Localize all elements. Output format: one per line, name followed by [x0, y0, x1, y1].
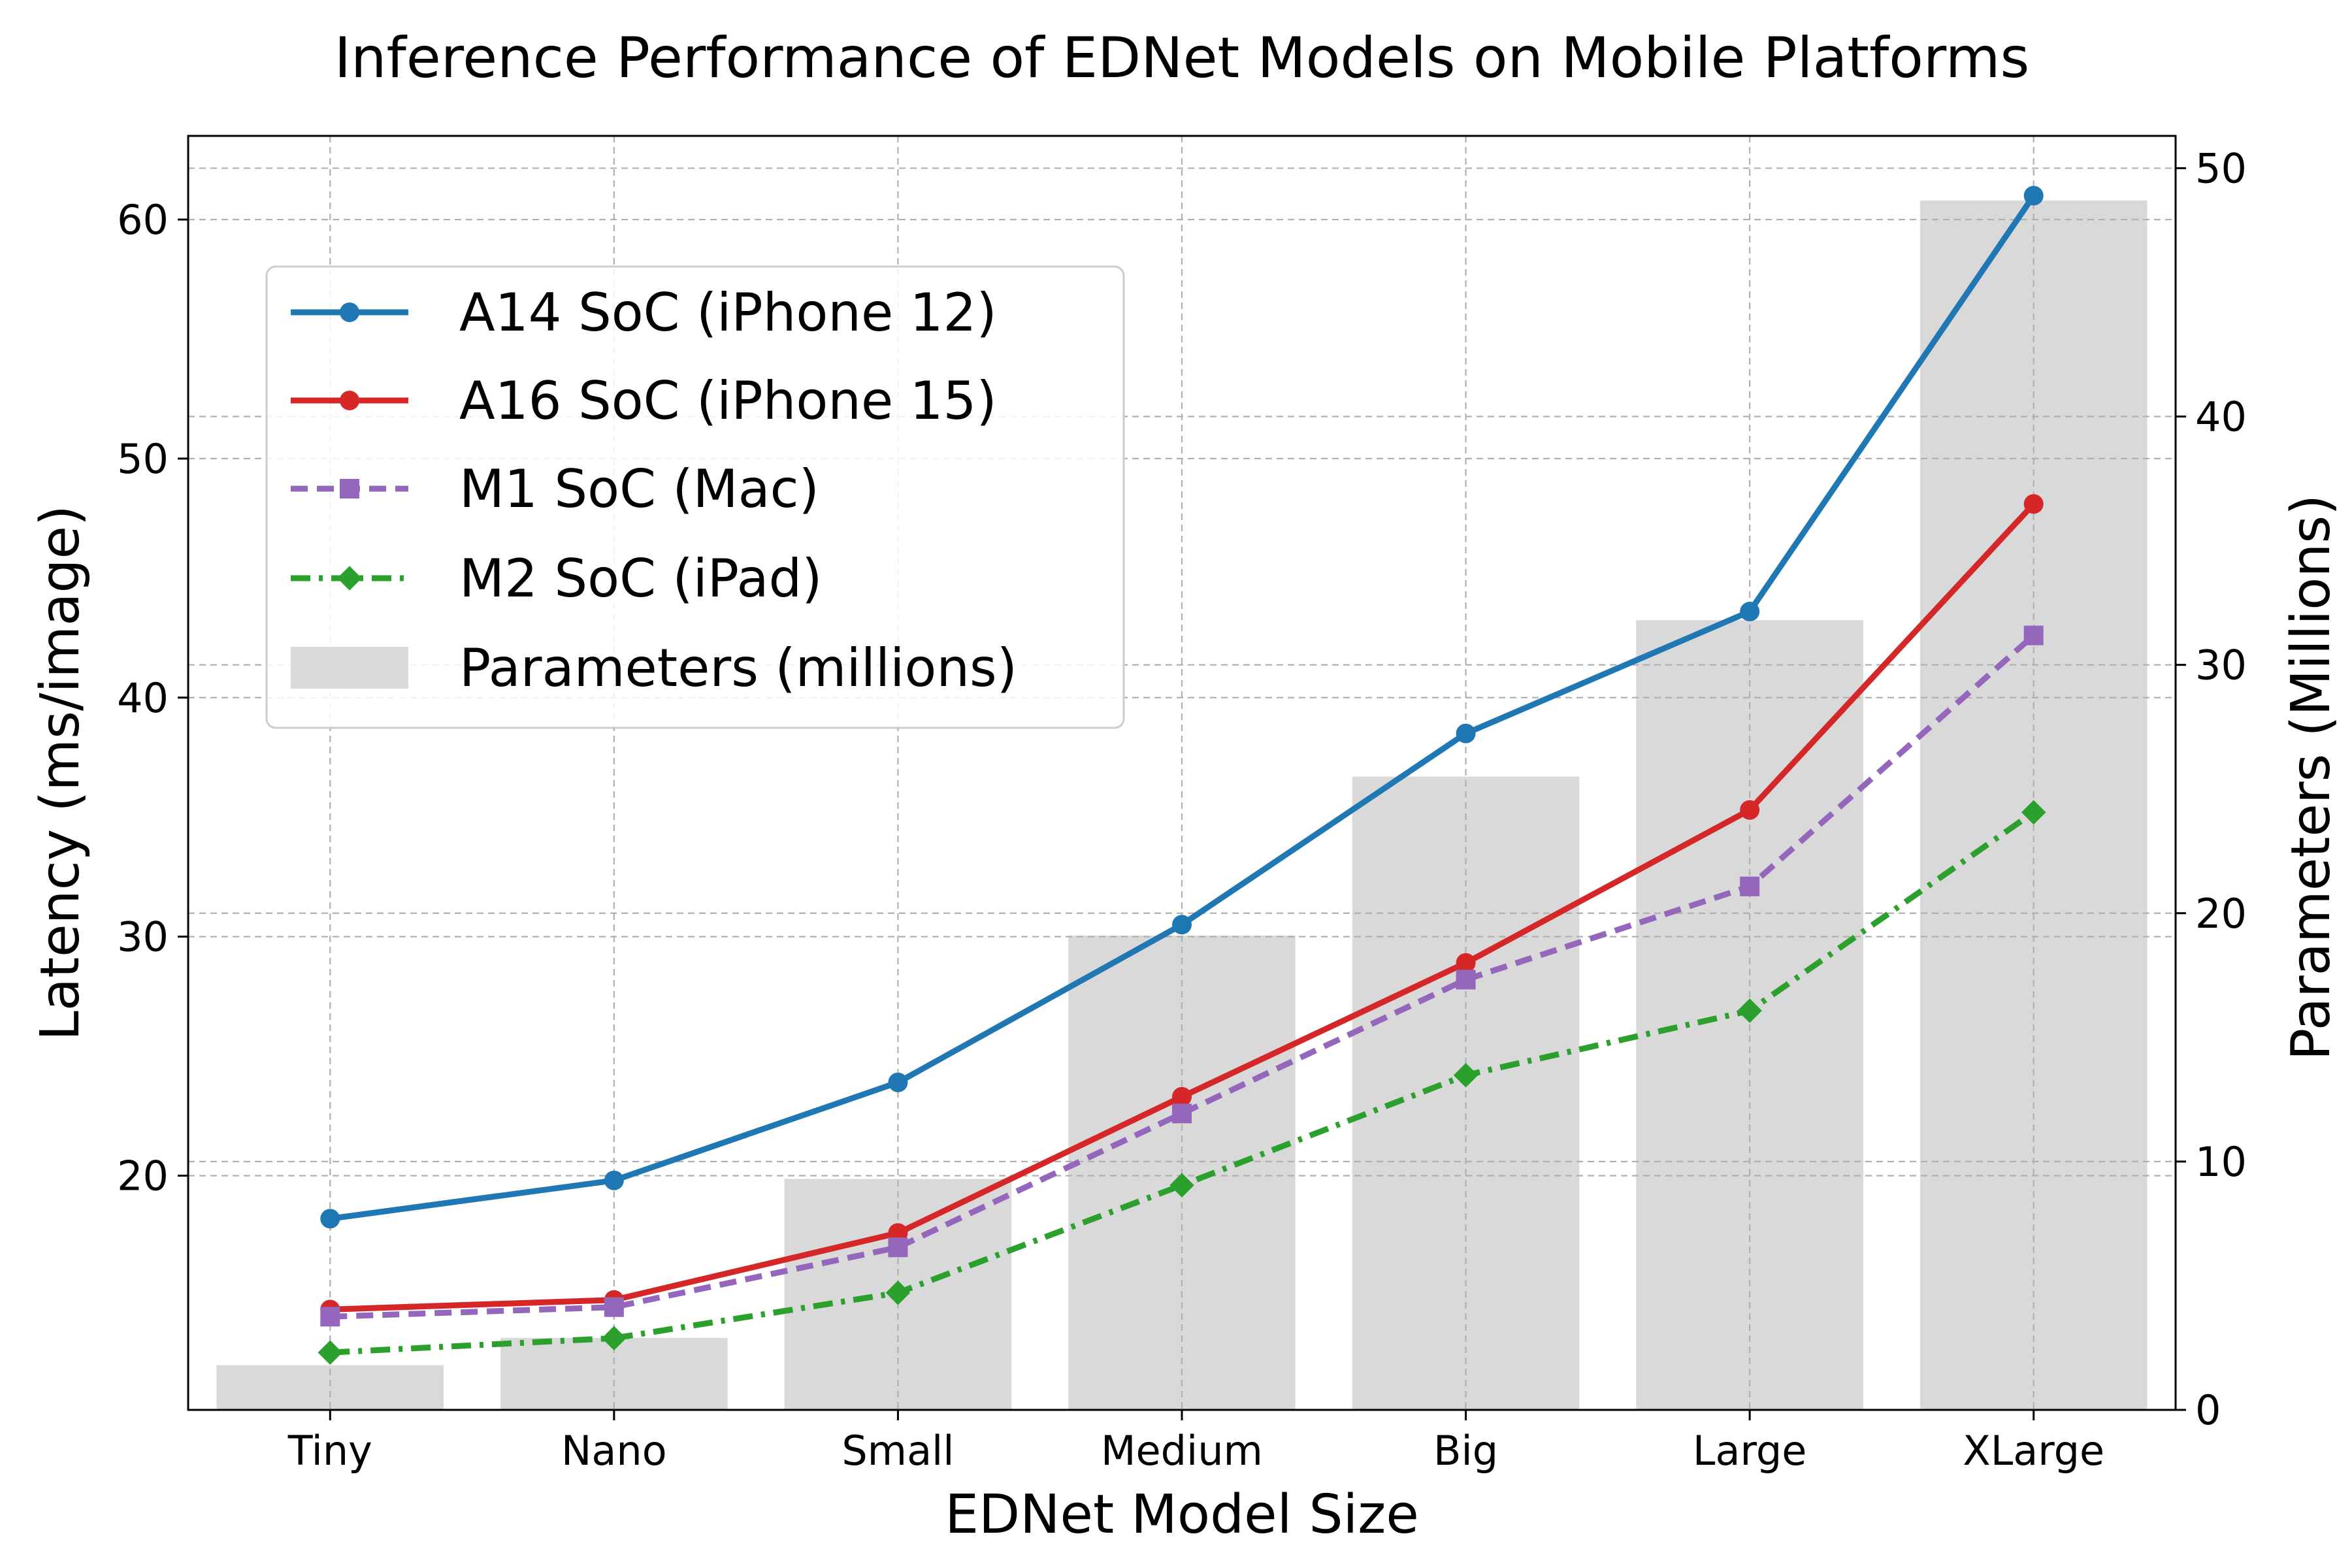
legend-marker-series-4 — [337, 566, 362, 591]
legend-label-series-3: M1 SoC (Mac) — [459, 459, 819, 519]
lines-layer — [318, 186, 2046, 1365]
x-tick-label-tiny: Tiny — [287, 1427, 372, 1475]
x-tick-label-nano: Nano — [561, 1427, 667, 1475]
series-4-point-small — [885, 1280, 911, 1305]
series-1-point-small — [888, 1072, 908, 1092]
x-tick-label-medium: Medium — [1101, 1427, 1263, 1475]
x-tick-label-small: Small — [841, 1427, 954, 1475]
series-1-point-big — [1456, 723, 1476, 743]
y-tick-label-50: 50 — [117, 435, 169, 483]
series-1-point-medium — [1172, 915, 1192, 935]
legend-label-series-4: M2 SoC (iPad) — [459, 548, 822, 609]
series-1-point-large — [1740, 602, 1760, 622]
legend-label-series-1: A14 SoC (iPhone 12) — [459, 282, 997, 343]
series-2-point-xlarge — [2023, 494, 2044, 514]
y2-tick-label-50: 50 — [2195, 144, 2247, 192]
series-1-point-xlarge — [2023, 186, 2044, 206]
series-4-point-big — [1453, 1063, 1478, 1088]
series-2-point-big — [1456, 953, 1476, 973]
series-4-point-tiny — [318, 1340, 343, 1365]
x-axis-label: EDNet Model Size — [945, 1484, 1419, 1546]
legend-label-parameters: Parameters (millions) — [459, 638, 1017, 698]
legend-label-series-2: A16 SoC (iPhone 15) — [459, 370, 997, 431]
series-3-point-small — [888, 1237, 908, 1258]
y-tick-label-40: 40 — [117, 674, 169, 722]
y2-tick-label-20: 20 — [2195, 890, 2247, 938]
legend-marker-series-1 — [340, 302, 359, 322]
y-tick-label-30: 30 — [117, 913, 169, 961]
y-tick-label-60: 60 — [117, 196, 169, 244]
series-3-point-xlarge — [2023, 625, 2044, 645]
x-tick-label-large: Large — [1693, 1427, 1806, 1475]
series-3-point-medium — [1172, 1103, 1192, 1124]
chart-title: Inference Performance of EDNet Models on… — [335, 25, 2030, 91]
series-3-point-tiny — [320, 1307, 340, 1327]
series-2-point-medium — [1172, 1086, 1192, 1107]
y2-tick-label-30: 30 — [2195, 642, 2247, 689]
legend-marker-series-2 — [340, 391, 359, 410]
series-4-point-nano — [602, 1326, 627, 1350]
series-4-point-xlarge — [2021, 800, 2046, 825]
legend-items: A14 SoC (iPhone 12) A16 SoC (iPhone 15) M1… — [291, 282, 1017, 698]
x-tick-label-big: Big — [1433, 1427, 1498, 1475]
legend: A14 SoC (iPhone 12) A16 SoC (iPhone 15) M1… — [265, 265, 1125, 729]
series-3-point-nano — [604, 1297, 624, 1317]
series-1-point-nano — [604, 1170, 624, 1190]
y-axis-label: Latency (ms/image) — [29, 505, 91, 1041]
series-4-point-medium — [1169, 1173, 1194, 1198]
ticks-layer: Tiny Nano Small Medium Big Large XLarge 20 30 40 5… — [117, 144, 2247, 1475]
y2-axis-label: Parameters (Millions) — [2280, 495, 2342, 1060]
y2-tick-label-40: 40 — [2195, 393, 2247, 441]
y-tick-label-20: 20 — [117, 1152, 169, 1200]
series-3-point-big — [1456, 970, 1476, 990]
y2-tick-label-0: 0 — [2195, 1386, 2221, 1434]
legend-marker-series-3 — [340, 479, 359, 498]
legend-handle-parameters — [291, 647, 408, 689]
series-1-point-tiny — [320, 1209, 340, 1229]
series-3-point-large — [1740, 876, 1760, 896]
series-4-point-large — [1737, 998, 1762, 1023]
legend-box — [265, 265, 1125, 729]
y2-tick-label-10: 10 — [2195, 1138, 2247, 1186]
series-2-point-large — [1740, 800, 1760, 820]
x-tick-label-xlarge: XLarge — [1963, 1427, 2104, 1475]
